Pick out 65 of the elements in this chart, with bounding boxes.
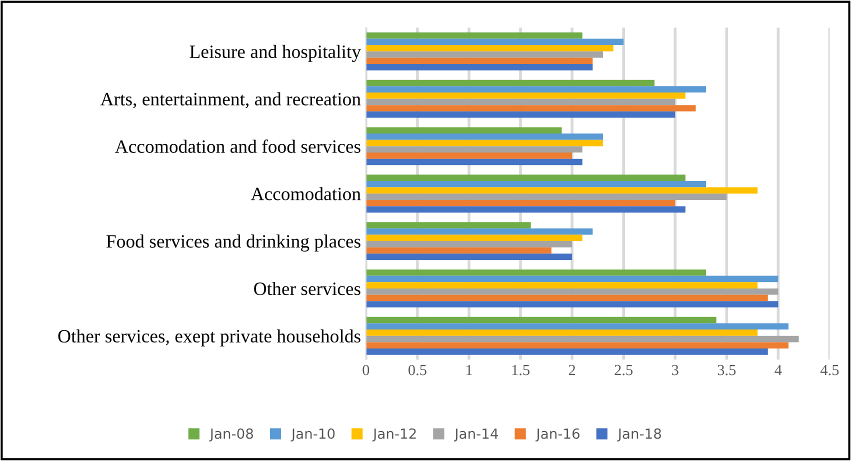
bar: [366, 32, 582, 39]
bar: [366, 140, 603, 146]
bar: [366, 158, 582, 166]
legend-label: Jan-16: [536, 428, 580, 442]
bar: [366, 127, 562, 134]
bar: [366, 206, 686, 213]
bar: [366, 64, 593, 70]
bar: [366, 187, 758, 194]
bar: [366, 330, 758, 336]
bar: [366, 294, 768, 302]
bar: [366, 247, 552, 254]
bar: [366, 194, 727, 200]
bar: [366, 282, 758, 288]
bar: [366, 98, 676, 106]
bar: [366, 316, 716, 324]
bar: [366, 222, 531, 228]
x-tick-label: 4: [774, 364, 782, 376]
y-tick-label: Accomodation and food services: [114, 140, 360, 153]
y-tick-label: Leisure and hospitality: [190, 44, 361, 62]
x-tick-label: 1.5: [512, 364, 530, 376]
x-tick-label: 2: [568, 364, 576, 376]
bar: [366, 92, 686, 99]
bar: [366, 336, 799, 342]
legend-label: Jan-10: [290, 428, 335, 442]
bar: [366, 234, 582, 242]
legend-label: Jan-14: [454, 428, 498, 442]
bar: [366, 200, 676, 206]
bar: [366, 134, 603, 140]
bar: [366, 228, 593, 235]
x-tick-label: 3.5: [718, 364, 736, 376]
bar: [366, 86, 706, 92]
bar: [366, 241, 572, 248]
legend-label: Jan-08: [209, 428, 254, 442]
bar: [366, 301, 778, 308]
y-tick-label: Other services, exept private households: [58, 329, 360, 346]
y-tick-label: Food services and drinking places: [106, 234, 360, 252]
legend-label: Jan-12: [372, 428, 416, 442]
legend-label: Jan-18: [617, 428, 661, 442]
bar: [366, 269, 706, 276]
bar: [366, 51, 603, 58]
y-tick-label: Other services: [254, 282, 360, 296]
bar: [366, 38, 624, 46]
bar: [366, 174, 686, 181]
bar: [366, 152, 572, 159]
bar: [366, 348, 768, 355]
bar: [366, 276, 778, 282]
bar: [366, 80, 655, 86]
bar: [366, 288, 778, 295]
bar: [366, 105, 696, 112]
bar: [366, 58, 593, 64]
x-tick-label: 1: [466, 364, 472, 376]
bar: [366, 45, 614, 52]
bar: [366, 111, 676, 118]
x-tick-label: 0: [362, 364, 370, 376]
x-tick-label: 3: [672, 364, 678, 376]
bar: [366, 323, 788, 330]
y-tick-label: Accomodation: [250, 187, 361, 200]
x-tick-label: 2.5: [614, 364, 633, 376]
x-tick-label: 0.5: [408, 364, 426, 376]
bar: [366, 254, 572, 260]
bar: [366, 180, 706, 188]
x-tick-label: 4.5: [820, 364, 839, 376]
bar: [366, 342, 788, 349]
y-tick-label: Arts, entertainment, and recreation: [100, 92, 361, 108]
bar: [366, 146, 582, 153]
